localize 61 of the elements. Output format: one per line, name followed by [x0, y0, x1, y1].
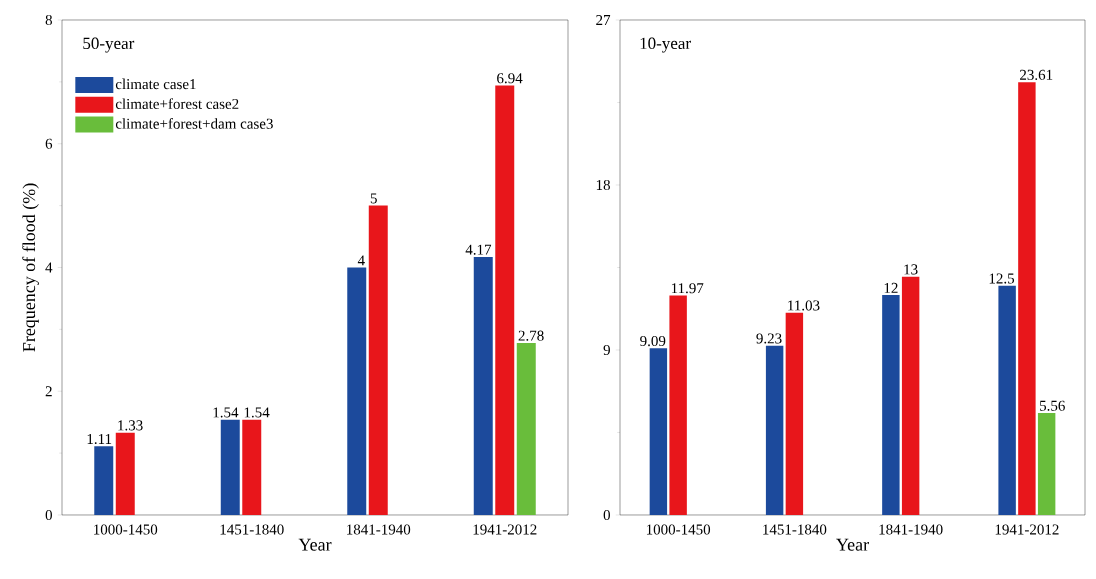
bar — [495, 85, 515, 515]
bar — [242, 419, 262, 515]
x-tick-label: 1941-2012 — [473, 524, 537, 535]
x-tick-label: 1451-1840 — [220, 524, 284, 535]
data-label: 1.33 — [118, 420, 143, 431]
bar — [882, 294, 900, 515]
x-tick-label: 1841-1940 — [879, 524, 943, 535]
x-tick-label: 1000-1450 — [94, 524, 158, 535]
bar — [998, 285, 1016, 515]
x-tick-label: 1000-1450 — [646, 524, 711, 535]
data-label: 9.09 — [640, 335, 666, 347]
x-axis-title: Year — [836, 538, 869, 551]
data-label: 1.54 — [213, 407, 239, 418]
data-label: 23.61 — [1020, 69, 1053, 80]
x-axis-title: Year — [298, 538, 332, 551]
y-tick-label: 2 — [45, 386, 52, 397]
data-label: 12.5 — [989, 273, 1015, 284]
data-label: 1.11 — [87, 433, 112, 445]
data-label: 6.94 — [497, 73, 523, 84]
bar — [765, 345, 784, 515]
bar — [1037, 413, 1056, 515]
y-tick-label: 4 — [45, 262, 53, 273]
bar — [220, 419, 240, 515]
bar — [901, 276, 920, 515]
data-label: 11.97 — [671, 283, 704, 294]
bar — [516, 342, 536, 515]
bar — [785, 312, 804, 515]
y-tick-label: 8 — [45, 14, 52, 26]
y-tick-label: 27 — [596, 15, 611, 25]
data-label: 12 — [884, 282, 898, 293]
bar — [473, 256, 493, 515]
data-label: 5 — [370, 193, 377, 204]
x-tick-label: 1841-1940 — [347, 524, 411, 535]
y-tick-label: 0 — [603, 509, 610, 521]
y-tick-label: 18 — [596, 179, 610, 191]
text: 10-year — [640, 37, 691, 53]
legend-label: climate+forest+dam case3 — [115, 118, 273, 129]
bar — [1018, 82, 1036, 515]
bar — [115, 432, 135, 515]
data-label: 9.23 — [756, 333, 782, 344]
data-label: 2.78 — [518, 330, 544, 341]
data-label: 1.54 — [244, 407, 270, 418]
data-label: 13 — [904, 264, 918, 275]
legend-label: climate+forest case2 — [115, 98, 239, 109]
data-label: 11.03 — [788, 300, 820, 311]
y-tick-label: 9 — [603, 344, 610, 356]
data-label: 4.17 — [465, 244, 492, 255]
y-tick-label: 6 — [45, 138, 53, 149]
data-label: 4 — [357, 255, 365, 266]
data-label: 5.56 — [1040, 400, 1065, 411]
y-axis-title: Frequency of flood (%) — [22, 183, 39, 352]
bar — [94, 446, 114, 515]
bar — [368, 205, 388, 515]
bar — [347, 267, 367, 515]
bar — [669, 295, 687, 515]
legend-label: climate case1 — [115, 78, 196, 90]
text: 50-year — [83, 37, 135, 53]
y-tick-label: 0 — [45, 509, 52, 521]
x-tick-label: 1941-2012 — [995, 524, 1059, 535]
bar — [649, 348, 668, 515]
x-tick-label: 1451-1840 — [763, 524, 827, 535]
